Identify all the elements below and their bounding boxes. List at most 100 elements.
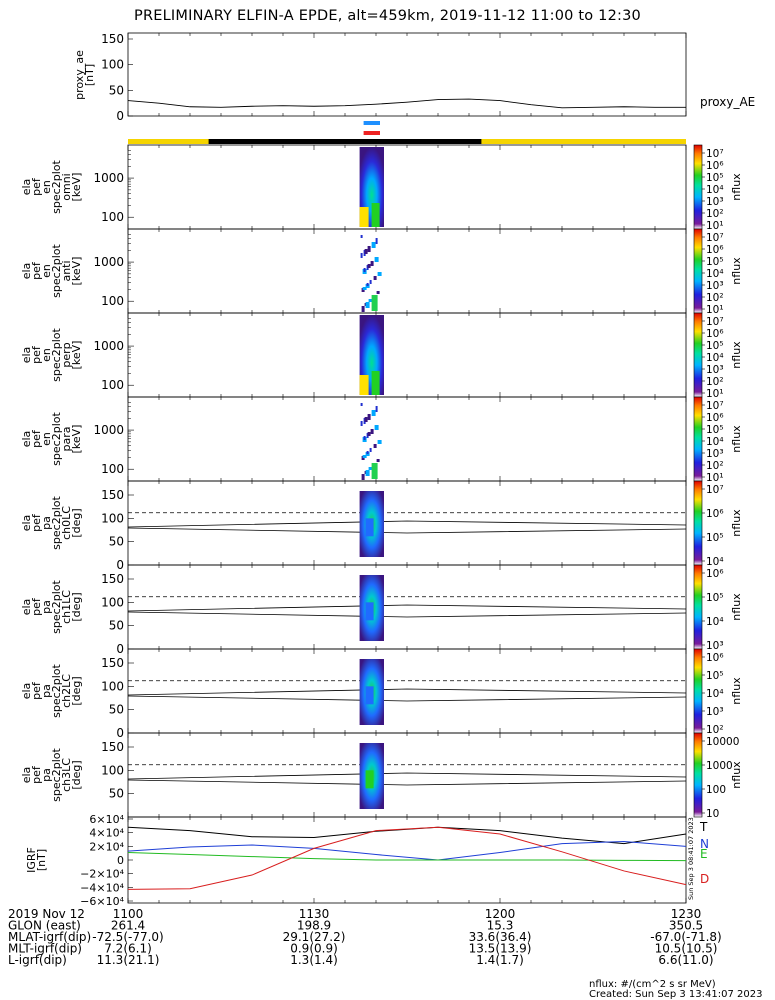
pa-ytick-label: 50 <box>109 787 124 801</box>
panel-ylabel-line: en <box>40 264 53 278</box>
panel-ylabel-line: [keV] <box>70 341 83 370</box>
colorbar-pa-3 <box>693 732 703 818</box>
ae-ytick-label: 50 <box>109 83 124 97</box>
spectrogram-speck <box>364 249 368 254</box>
colorbar-tick-label: 10⁶ <box>706 508 724 520</box>
colorbar-tick-label: 10¹ <box>706 472 724 484</box>
panel-ylabel-line: para <box>60 427 73 452</box>
colorbar-tick-label: 10¹ <box>706 304 724 316</box>
xaxis-time-tick-1200: 1200 <box>485 907 516 921</box>
panel-ylabel-line: ela <box>20 599 33 616</box>
colorbar-label: nflux <box>730 677 743 705</box>
panel-ylabel-line: pef <box>30 765 43 784</box>
igrf-series-N <box>127 841 687 861</box>
spectrogram-speck <box>371 410 376 416</box>
energy-panel-frame-perp <box>127 312 687 398</box>
colorbar-tick-label: 10⁶ <box>706 328 724 340</box>
colorbar-tick-label: 10⁴ <box>706 556 724 568</box>
pa-spectrogram-blob <box>359 659 384 725</box>
xaxis-value: -67.0(-71.8) <box>650 930 721 944</box>
igrf-ytick-label: 4×10⁴ <box>89 827 124 840</box>
panel-ylabel-line: spec2plot <box>50 580 63 634</box>
igrf-side-text: Sun Sep 3 08:41:07 2023 <box>687 817 695 900</box>
colorbar-tick-label: 10³ <box>706 364 724 376</box>
panel-ylabel-line: pef <box>30 345 43 364</box>
pa-ytick-label: 100 <box>101 679 124 693</box>
xaxis-value: 1.3(1.4) <box>290 953 338 967</box>
colorbar-tick-label: 100 <box>706 784 726 796</box>
colorbar-tick-label: 10⁵ <box>706 172 724 184</box>
spectrogram-speck <box>373 444 377 448</box>
spectrogram-speck <box>366 283 369 286</box>
panel-ylabel-line: pef <box>30 261 43 280</box>
loss-cone-line <box>127 772 687 780</box>
colorbar-tick-label: 10⁴ <box>706 688 724 700</box>
colorbar-tick-label: 10⁷ <box>706 400 724 412</box>
panel-ylabel-line: spec2plot <box>50 664 63 718</box>
colorbar-tick-label: 10³ <box>706 640 724 652</box>
panel-ylabel-line: proxy_ae <box>73 50 86 100</box>
panel-ylabel-line: pa <box>40 768 53 782</box>
spectrogram-speck <box>363 436 366 440</box>
colorbar-tick-label: 10⁷ <box>706 484 724 496</box>
colorbar-tick-label: 10000 <box>706 736 739 748</box>
spectrogram-speck <box>377 272 382 276</box>
pa-ytick-label: 150 <box>101 488 124 502</box>
anti-loss-cone-line <box>127 779 687 786</box>
panel-ylabel-line: IGRF <box>25 847 38 873</box>
xaxis-time-tick-1100: 1100 <box>113 907 144 921</box>
spectrogram-speck <box>368 299 373 302</box>
spectrogram-speck <box>367 246 371 252</box>
spectrogram-hot-cell <box>371 371 380 395</box>
panel-ylabel-line: ela <box>20 683 33 700</box>
panel-ylabel-line: ch1LC <box>60 590 73 624</box>
xaxis-value: 1.4(1.7) <box>476 953 524 967</box>
pa-ytick-label: 0 <box>116 726 124 740</box>
colorbar-tick-label: 10⁶ <box>706 244 724 256</box>
panel-ylabel-line: perp <box>60 342 73 367</box>
pa-ytick-label: 100 <box>101 595 124 609</box>
panel-ylabel-line: [deg] <box>70 508 83 537</box>
panel-ylabel-line: ch3LC <box>60 758 73 792</box>
pa-spectrogram-blob <box>359 491 384 557</box>
spectrogram-speck <box>367 432 371 436</box>
spectrogram-speck <box>369 448 372 452</box>
colorbar-tick-label: 10² <box>706 208 724 220</box>
spectrogram-speck <box>374 257 379 262</box>
anti-loss-cone-line <box>127 695 687 702</box>
panel-ylabel-line: pa <box>40 516 53 530</box>
panel-ylabel-line: ela <box>20 263 33 280</box>
xaxis-value: 33.6(36.4) <box>469 930 532 944</box>
igrf-series-E <box>127 851 687 862</box>
spectrogram-speck <box>375 238 378 244</box>
colorbar-tick-label: 10⁶ <box>706 568 724 580</box>
spectrogram-blob <box>360 403 382 480</box>
spectrogram-blob <box>359 147 384 227</box>
energy-ytick-label: 100 <box>101 294 124 308</box>
panel-ylabel-line: anti <box>60 260 73 281</box>
panel-ylabel-line: [deg] <box>70 592 83 621</box>
energy-ytick-label: 1000 <box>93 171 124 185</box>
panel-ylabel-line: spec2plot <box>50 412 63 466</box>
pa-blob-core <box>365 518 374 537</box>
colorbar-energy-3 <box>693 396 703 482</box>
panel-ylabel-line: pef <box>30 597 43 616</box>
pa-blob-core <box>365 686 374 705</box>
colorbar-tick-label: 10⁷ <box>706 316 724 328</box>
panel-ylabel-line: pef <box>30 177 43 196</box>
panel-ylabel-line: ch0LC <box>60 506 73 540</box>
footer-units: nflux: #/(cm^2 s sr MeV) <box>589 979 716 990</box>
igrf-ytick-label: 6×10⁴ <box>89 813 124 826</box>
xaxis-row-label: GLON (east) <box>8 919 81 933</box>
igrf-ytick-label: −2×10⁴ <box>80 868 124 881</box>
pa-ytick-label: 50 <box>109 703 124 717</box>
panel-ylabel-line: [nT] <box>83 64 96 86</box>
spectrogram-speck <box>366 451 369 454</box>
colorbar-tick-label: 10⁵ <box>706 592 724 604</box>
panel-ylabel-line: pef <box>30 429 43 448</box>
panel-ylabel-line: ela <box>20 347 33 364</box>
pa-ytick-label: 100 <box>101 511 124 525</box>
spectrogram-speck <box>362 287 367 290</box>
